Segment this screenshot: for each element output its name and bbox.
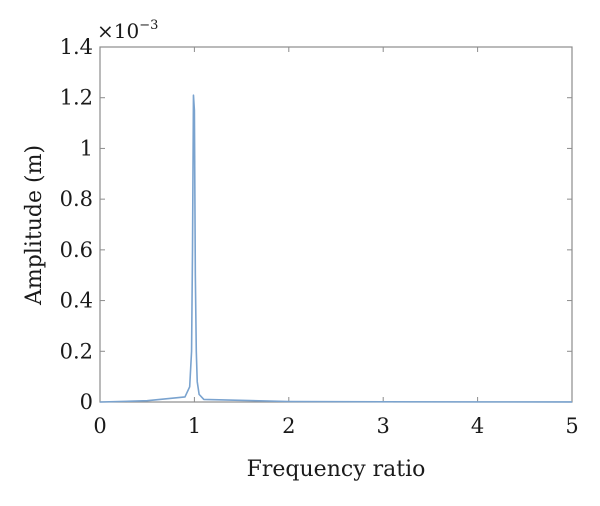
y-tick-label: 0: [80, 390, 93, 414]
y-tick-label: 1.2: [60, 86, 93, 110]
y-tick-label: 1.4: [60, 35, 93, 59]
x-tick-label: 3: [377, 414, 390, 438]
y-axis-label: Amplitude (m): [22, 145, 47, 306]
x-tick-label: 5: [565, 414, 578, 438]
series-line: [99, 94, 573, 403]
plot-area: [99, 46, 573, 403]
x-tick-label: 4: [471, 414, 484, 438]
x-axis-ticks: 0 1 2 3 4 5: [93, 47, 579, 438]
y-multiplier-label: ×10−3: [97, 18, 158, 43]
x-tick-label: 1: [188, 414, 201, 438]
y-tick-label: 1: [80, 136, 93, 160]
y-tick-label: 0.4: [60, 289, 93, 313]
y-tick-label: 0.6: [60, 238, 93, 262]
series-layer: [99, 94, 573, 403]
x-tick-label: 2: [282, 414, 295, 438]
y-tick-label: 0.2: [60, 339, 93, 363]
x-tick-label: 0: [93, 414, 106, 438]
y-tick-label: 0.8: [60, 187, 93, 211]
x-axis-label: Frequency ratio: [247, 457, 426, 482]
